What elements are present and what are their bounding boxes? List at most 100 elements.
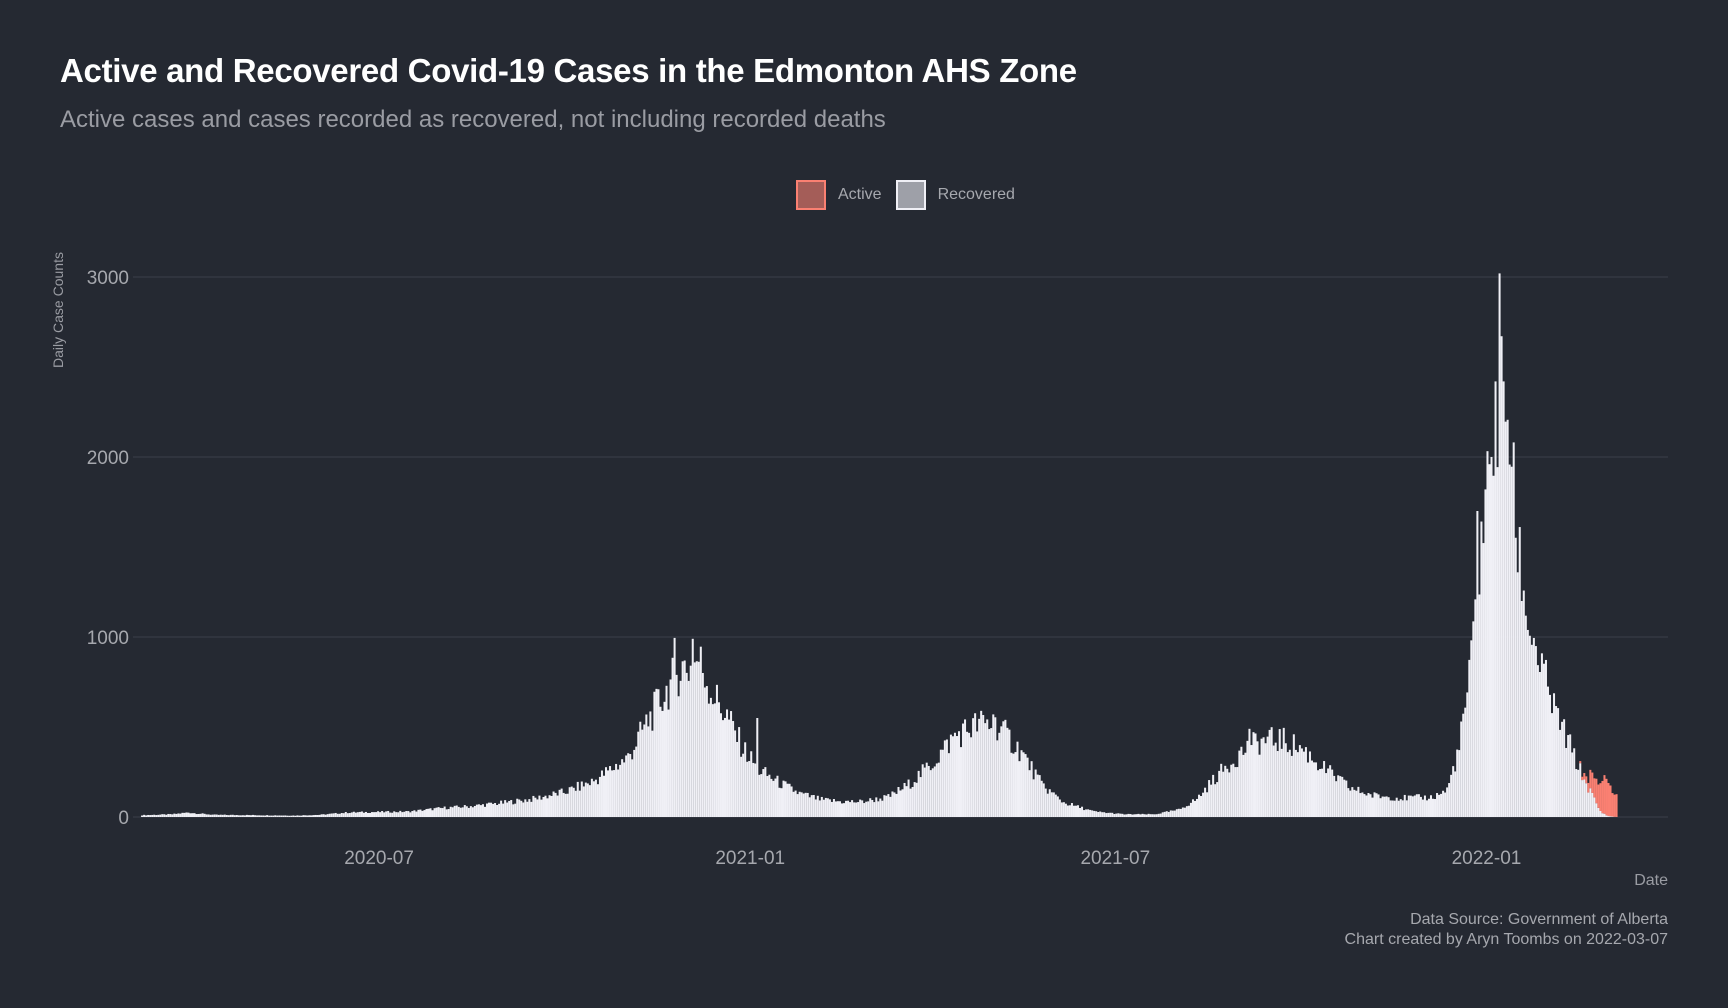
bar-recovered	[968, 732, 971, 817]
bar-recovered	[536, 799, 539, 817]
bar-recovered	[939, 749, 942, 817]
bar-recovered	[913, 782, 916, 817]
bar-recovered	[1516, 572, 1519, 817]
bar-recovered	[1147, 813, 1150, 817]
bar-recovered	[641, 729, 644, 817]
bar-active	[1607, 783, 1610, 817]
bar-recovered	[540, 799, 543, 817]
bar-recovered	[322, 814, 325, 817]
bar-recovered	[143, 814, 146, 817]
bar-recovered	[1304, 747, 1307, 817]
bar-recovered	[1391, 800, 1394, 817]
bar-recovered	[1355, 790, 1358, 817]
bar-recovered	[381, 811, 384, 817]
bar-recovered	[661, 710, 664, 817]
bar-recovered	[413, 810, 416, 817]
bar-recovered	[447, 809, 450, 817]
bar-recovered	[1250, 745, 1253, 817]
bar-recovered	[1044, 788, 1047, 817]
bar-recovered	[633, 749, 636, 817]
bar-recovered	[1444, 792, 1447, 817]
bar-recovered	[1191, 799, 1194, 817]
bar-recovered	[1379, 798, 1382, 817]
bar-active	[1599, 783, 1602, 812]
bar-recovered	[1464, 707, 1467, 817]
bar-recovered	[258, 815, 261, 817]
bar-recovered	[1325, 773, 1328, 817]
bar-recovered	[1559, 729, 1562, 817]
bar-recovered	[1266, 736, 1269, 817]
bar-recovered	[1175, 809, 1178, 817]
bar-recovered	[155, 815, 158, 817]
bar-recovered	[302, 815, 305, 817]
bar-recovered	[1026, 757, 1029, 817]
bar-recovered	[719, 713, 722, 817]
bar-recovered	[175, 813, 178, 817]
bar-recovered	[1381, 796, 1384, 817]
bar-recovered	[225, 814, 228, 817]
legend-label-active: Active	[838, 186, 882, 203]
bar-recovered	[1111, 812, 1114, 817]
bar-recovered	[903, 782, 906, 817]
bar-recovered	[1236, 767, 1239, 817]
bar-recovered	[1319, 768, 1322, 817]
bar-recovered	[1143, 814, 1146, 817]
bar-recovered	[1500, 336, 1503, 817]
bar-recovered	[867, 801, 870, 817]
bar-recovered	[1581, 780, 1584, 817]
bar-recovered	[1327, 768, 1330, 817]
bar-recovered	[834, 801, 837, 817]
bar-recovered	[516, 798, 519, 817]
bar-active	[1583, 773, 1586, 780]
bar-recovered	[909, 788, 912, 817]
y-tick-label: 1000	[87, 628, 129, 649]
bar-recovered	[272, 815, 275, 817]
bar-recovered	[568, 787, 571, 817]
bar-recovered	[423, 810, 426, 817]
bar-recovered	[429, 808, 432, 817]
bar-recovered	[889, 796, 892, 817]
bar-recovered	[580, 781, 583, 817]
bar-recovered	[1427, 798, 1430, 817]
bar-recovered	[306, 815, 309, 817]
bar-recovered	[1294, 749, 1297, 817]
bar-recovered	[762, 769, 765, 817]
bar-recovered	[475, 804, 478, 817]
bar-recovered	[1492, 475, 1495, 817]
bar-recovered	[213, 814, 216, 817]
bar-recovered	[473, 805, 476, 817]
bar-recovered	[1141, 813, 1144, 817]
bar-recovered	[734, 730, 737, 817]
bar-recovered	[320, 814, 323, 817]
bar-recovered	[1072, 805, 1075, 817]
bar-recovered	[1375, 793, 1378, 817]
bar-recovered	[887, 794, 890, 817]
bar-recovered	[770, 778, 773, 817]
bar-recovered	[1442, 790, 1445, 817]
bar-recovered	[554, 792, 557, 817]
bar-recovered	[1070, 803, 1073, 817]
bar-active	[1615, 794, 1618, 817]
bar-recovered	[798, 791, 801, 817]
bar-recovered	[1321, 768, 1324, 817]
bar-recovered	[1373, 792, 1376, 817]
bar-recovered	[768, 774, 771, 817]
grid-lines	[133, 276, 1668, 818]
bar-recovered	[191, 813, 194, 817]
bar-recovered	[294, 815, 297, 817]
bar-recovered	[877, 801, 880, 817]
bar-recovered	[344, 811, 347, 817]
bar-recovered	[362, 812, 365, 817]
bar-recovered	[625, 755, 628, 817]
bar-recovered	[853, 802, 856, 817]
bar-active	[1609, 785, 1612, 817]
bar-recovered	[401, 812, 404, 817]
bar-recovered	[1300, 748, 1303, 817]
bar-recovered	[377, 811, 380, 817]
bar-recovered	[754, 763, 757, 817]
bar-recovered	[256, 815, 259, 817]
bar-recovered	[596, 784, 599, 817]
bar-recovered	[796, 794, 799, 817]
bar-recovered	[1119, 813, 1122, 817]
bar-recovered	[457, 806, 460, 817]
